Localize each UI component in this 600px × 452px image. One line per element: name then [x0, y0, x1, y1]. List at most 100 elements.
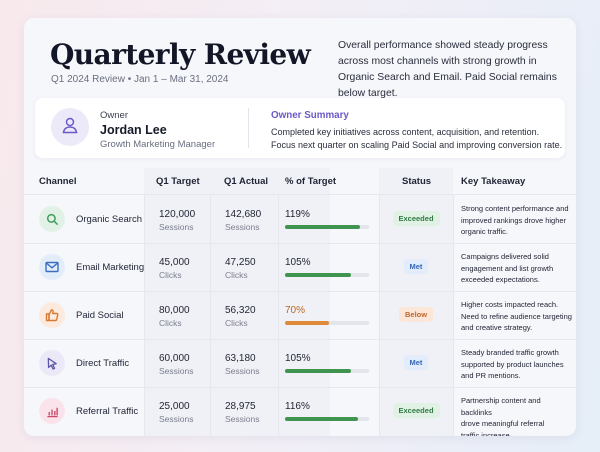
takeaway-line: Partnership content and backlinks: [461, 396, 541, 417]
owner-card: Owner Jordan Lee Growth Marketing Manage…: [35, 98, 565, 158]
takeaway-line: exceeded expectations.: [461, 275, 540, 284]
bar-chart-icon: [46, 405, 59, 418]
search-icon: [46, 213, 59, 226]
key-takeaway: Campaigns delivered solid engagement and …: [461, 251, 573, 286]
key-takeaway: Strong content performance and improved r…: [461, 203, 573, 238]
row-divider: [24, 387, 576, 388]
pct-of-target: 105%: [285, 353, 311, 364]
pct-of-target: 116%: [285, 401, 310, 412]
progress-track: [285, 369, 369, 373]
header-takeaway: Key Takeaway: [461, 176, 526, 187]
cursor-icon: [46, 357, 59, 370]
header-actual: Q1 Actual: [224, 176, 268, 187]
column-divider: [144, 194, 145, 436]
header-target: Q1 Target: [156, 176, 200, 187]
status-badge: Exceeded: [392, 211, 440, 226]
takeaway-line: Campaigns delivered solid: [461, 252, 549, 261]
channel-icon-badge: [39, 206, 65, 232]
pct-of-target: 105%: [285, 257, 311, 268]
channel-name: Organic Search: [76, 214, 143, 225]
takeaway-line: traffic increase.: [461, 430, 512, 437]
header-pct: % of Target: [285, 176, 337, 187]
target-value: 120,000: [159, 209, 196, 220]
progress-track: [285, 321, 369, 325]
progress-track: [285, 417, 369, 421]
row-divider: [24, 291, 576, 292]
actual-value: 47,250: [225, 257, 256, 268]
column-divider: [379, 194, 380, 436]
mail-icon: [45, 261, 59, 273]
owner-summary-line: Completed key initiatives across content…: [271, 127, 540, 137]
takeaway-line: Strong content performance and: [461, 204, 569, 213]
status-badge: Met: [403, 259, 429, 274]
progress-track: [285, 225, 369, 229]
channel-name: Direct Traffic: [76, 358, 130, 369]
progress-fill: [285, 321, 330, 325]
actual-unit: Clicks: [225, 318, 248, 328]
page-title: Quarterly Review: [50, 38, 311, 71]
user-icon: [60, 115, 80, 140]
target-unit: Sessions: [159, 414, 194, 424]
owner-role: Growth Marketing Manager: [100, 139, 216, 150]
pct-of-target: 70%: [285, 305, 306, 316]
owner-name: Jordan Lee: [100, 123, 167, 137]
owner-divider: [248, 108, 249, 148]
actual-unit: Sessions: [225, 222, 260, 232]
page-subtitle: Q1 2024 Review • Jan 1 – Mar 31, 2024: [51, 74, 229, 85]
target-unit: Clicks: [159, 318, 182, 328]
channel-name: Email Marketing: [76, 262, 145, 273]
header-divider: [24, 194, 576, 195]
status-badge: Below: [399, 307, 434, 322]
progress-fill: [285, 273, 352, 277]
column-divider: [453, 194, 454, 436]
quarterly-review-card: Quarterly Review Q1 2024 Review • Jan 1 …: [24, 18, 576, 436]
header-channel: Channel: [39, 176, 77, 187]
takeaway-line: supported by product launches: [461, 359, 564, 369]
overall-summary: Overall performance showed steady progre…: [338, 40, 557, 99]
header-status: Status: [402, 176, 432, 187]
owner-label: Owner: [100, 110, 128, 121]
target-unit: Clicks: [159, 270, 182, 280]
takeaway-line: Higher costs impacted reach.: [461, 300, 559, 309]
owner-summary-line: Focus next quarter on scaling Paid Socia…: [271, 140, 563, 150]
column-divider: [210, 194, 211, 436]
owner-summary-title: Owner Summary: [271, 110, 349, 121]
takeaway-line: improved rankings drove higher: [461, 215, 567, 225]
numeric-columns-shade: [144, 168, 330, 436]
target-value: 80,000: [159, 305, 190, 316]
progress-fill: [285, 417, 359, 421]
progress-fill: [285, 369, 352, 373]
actual-value: 142,680: [225, 209, 262, 220]
actual-value: 56,320: [225, 305, 256, 316]
target-unit: Sessions: [159, 222, 194, 232]
takeaway-line: and PR mentions.: [461, 371, 521, 380]
takeaway-line: and creative strategy.: [461, 323, 533, 332]
channel-icon-badge: [39, 350, 65, 376]
actual-unit: Sessions: [225, 366, 260, 376]
avatar: [51, 108, 89, 146]
takeaway-line: Steady branded traffic growth: [461, 348, 559, 357]
row-divider: [24, 339, 576, 340]
thumbs-up-icon: [45, 308, 59, 322]
channel-icon-badge: [39, 254, 65, 280]
actual-unit: Sessions: [225, 414, 260, 424]
actual-value: 28,975: [225, 401, 256, 412]
row-divider: [24, 243, 576, 244]
takeaway-line: drove meaningful referral: [461, 419, 545, 428]
progress-track: [285, 273, 369, 277]
status-badge: Met: [403, 355, 429, 370]
key-takeaway: Partnership content and backlinks drove m…: [461, 395, 573, 436]
channel-name: Paid Social: [76, 310, 124, 321]
progress-fill: [285, 225, 360, 229]
target-value: 25,000: [159, 401, 190, 412]
status-badge: Exceeded: [392, 403, 440, 418]
target-value: 60,000: [159, 353, 190, 364]
actual-value: 63,180: [225, 353, 256, 364]
key-takeaway: Higher costs impacted reach. Need to refi…: [461, 299, 573, 334]
key-takeaway: Steady branded traffic growth supported b…: [461, 347, 573, 382]
channel-icon-badge: [39, 302, 65, 328]
channel-name: Referral Traffic: [76, 406, 139, 417]
target-value: 45,000: [159, 257, 190, 268]
takeaway-line: organic traffic.: [461, 227, 508, 236]
pct-of-target: 119%: [285, 209, 310, 220]
